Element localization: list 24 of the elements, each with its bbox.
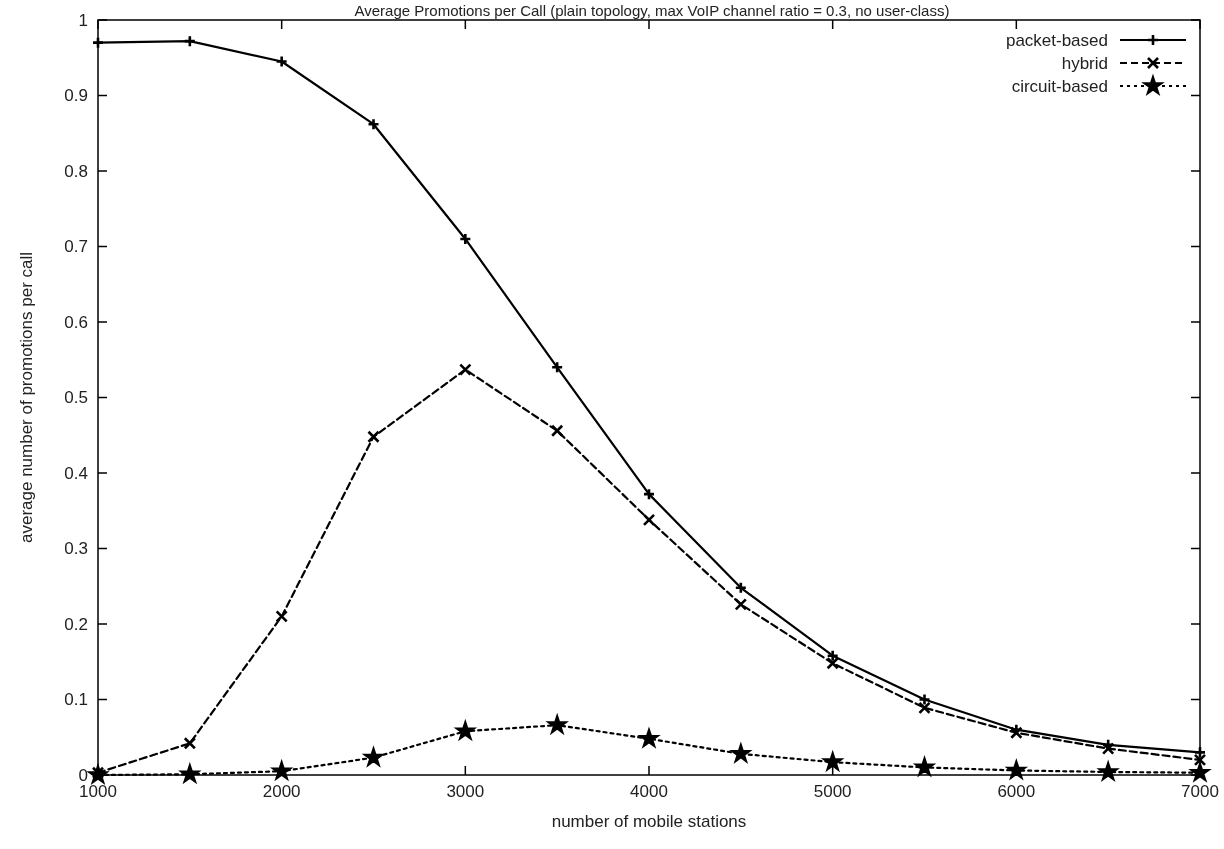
y-tick-label: 0.4 — [64, 463, 88, 483]
y-tick-label: 0.3 — [64, 539, 88, 559]
legend-label: circuit-based — [1011, 76, 1108, 96]
y-tick-label: 0.9 — [64, 86, 88, 106]
y-tick-label: 1 — [78, 10, 88, 30]
y-tick-label: 0.6 — [64, 312, 88, 332]
y-tick-label: 0.1 — [64, 690, 88, 710]
y-tick-label: 0.5 — [64, 388, 88, 408]
y-tick-label: 0.2 — [64, 614, 88, 634]
legend-label: packet-based — [1005, 30, 1108, 50]
x-tick-label: 2000 — [262, 782, 301, 801]
legend-label: hybrid — [1061, 53, 1108, 73]
x-tick-label: 7000 — [1181, 782, 1219, 801]
y-tick-label: 0.7 — [64, 237, 88, 257]
x-tick-label: 5000 — [813, 782, 852, 801]
x-tick-label: 4000 — [630, 782, 668, 801]
x-tick-label: 3000 — [446, 782, 485, 801]
y-tick-label: 0 — [78, 765, 88, 785]
y-axis-title: average number of promotions per call — [17, 251, 36, 544]
x-tick-label: 6000 — [997, 782, 1036, 801]
chart-title: Average Promotions per Call (plain topology, max VoIP channel ratio = 0.3, no user-class) — [354, 2, 950, 19]
x-axis-title: number of mobile stations — [551, 812, 747, 831]
y-tick-label: 0.8 — [64, 161, 88, 181]
x-tick-label: 1000 — [79, 782, 117, 801]
